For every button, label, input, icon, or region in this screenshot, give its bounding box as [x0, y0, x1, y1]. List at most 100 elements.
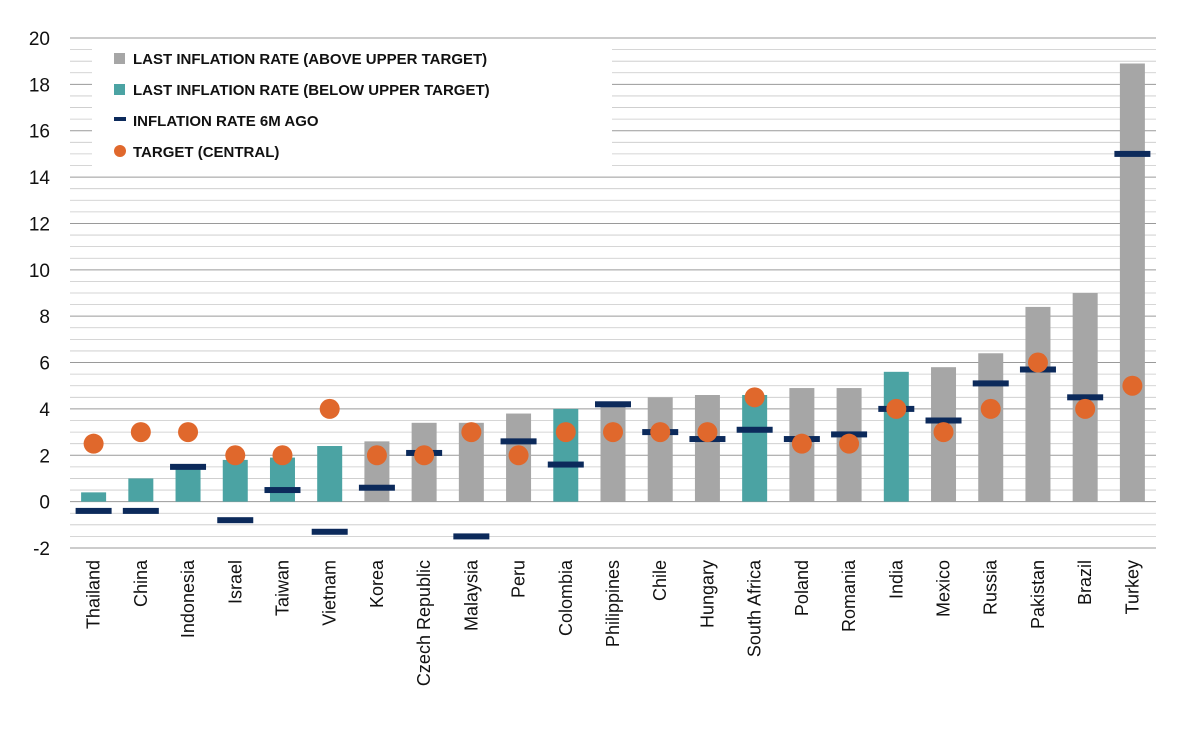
marker-6m-ago-thailand: [75, 507, 112, 514]
marker-target-turkey: [1122, 375, 1143, 396]
marker-target-india: [886, 398, 907, 419]
bar-israel: [222, 459, 248, 502]
legend-swatch-above: [114, 53, 125, 64]
x-axis-labels: Thailand China Indonesia Israel Taiwan Vietna…: [84, 559, 1143, 686]
bar-south-africa: [742, 395, 768, 502]
x-label-poland: Poland: [792, 560, 812, 616]
x-label-czech-republic: Czech Republic: [414, 560, 434, 686]
x-label-korea: Korea: [367, 559, 387, 608]
y-tick-label: 16: [29, 122, 50, 143]
marker-6m-ago-indonesia: [170, 463, 207, 470]
marker-target-vietnam: [319, 398, 340, 419]
marker-target-czech-republic: [414, 445, 435, 466]
marker-6m-ago-colombia: [547, 461, 584, 468]
marker-6m-ago-malaysia: [453, 533, 490, 540]
x-label-romania: Romania: [839, 559, 859, 632]
marker-target-indonesia: [178, 422, 199, 443]
x-label-thailand: Thailand: [84, 560, 104, 629]
x-label-indonesia: Indonesia: [178, 559, 198, 638]
legend-label-below: LAST INFLATION RATE (BELOW UPPER TARGET): [133, 82, 490, 99]
legend: LAST INFLATION RATE (ABOVE UPPER TARGET)…: [92, 42, 612, 174]
x-label-peru: Peru: [509, 560, 529, 598]
legend-swatch-below: [114, 84, 125, 95]
legend-background: [92, 42, 612, 174]
marker-target-russia: [980, 398, 1001, 419]
y-tick-label: 14: [29, 168, 51, 189]
x-label-china: China: [131, 559, 151, 607]
y-tick-label: 6: [39, 354, 50, 375]
legend-item-above: LAST INFLATION RATE (ABOVE UPPER TARGET): [114, 51, 487, 68]
marker-target-korea: [366, 445, 387, 466]
bar-hungary: [694, 395, 720, 502]
bar-chile: [647, 397, 673, 502]
y-tick-label: 0: [39, 493, 50, 514]
x-label-brazil: Brazil: [1075, 560, 1095, 605]
legend-label-target: TARGET (CENTRAL): [133, 144, 279, 161]
x-label-pakistan: Pakistan: [1028, 560, 1048, 629]
marker-6m-ago-taiwan: [264, 487, 301, 494]
y-tick-label: -2: [33, 539, 50, 560]
x-label-chile: Chile: [650, 560, 670, 601]
marker-target-south-africa: [744, 387, 765, 408]
legend-label-6m-ago: INFLATION RATE 6M AGO: [133, 113, 319, 130]
legend-label-above: LAST INFLATION RATE (ABOVE UPPER TARGET): [133, 51, 487, 68]
y-tick-label: 20: [29, 29, 50, 50]
bar-russia: [978, 353, 1004, 502]
marker-6m-ago-china: [122, 507, 159, 514]
bar-india: [883, 371, 909, 502]
marker-target-peru: [508, 445, 529, 466]
legend-dash-6m-ago: [114, 117, 126, 121]
marker-6m-ago-south-africa: [736, 426, 773, 433]
marker-6m-ago-vietnam: [311, 528, 348, 535]
bar-vietnam: [317, 446, 343, 502]
bar-philippines: [600, 404, 626, 502]
legend-item-below: LAST INFLATION RATE (BELOW UPPER TARGET): [114, 82, 490, 99]
y-tick-label: 12: [29, 214, 50, 235]
y-tick-label: 4: [39, 400, 50, 421]
marker-6m-ago-israel: [217, 517, 254, 524]
y-axis-ticks: -2 0 2 4 6 8 10 12 14 16 18 20: [29, 29, 51, 560]
y-tick-label: 18: [29, 75, 50, 96]
target-markers: [83, 352, 1143, 466]
marker-6m-ago-brazil: [1067, 394, 1104, 401]
x-label-colombia: Colombia: [556, 559, 576, 636]
marker-6m-ago-turkey: [1114, 150, 1151, 157]
marker-6m-ago-russia: [972, 380, 1009, 387]
marker-target-mexico: [933, 422, 954, 443]
x-label-philippines: Philippines: [603, 560, 623, 647]
x-label-malaysia: Malaysia: [461, 559, 481, 631]
marker-target-malaysia: [461, 422, 482, 443]
x-label-vietnam: Vietnam: [320, 560, 340, 626]
bar-china: [128, 478, 154, 502]
x-label-israel: Israel: [225, 560, 245, 604]
marker-target-poland: [791, 433, 812, 454]
y-tick-label: 2: [39, 446, 50, 467]
marker-6m-ago-philippines: [595, 401, 631, 408]
x-label-mexico: Mexico: [934, 560, 954, 617]
x-label-russia: Russia: [981, 559, 1001, 615]
y-tick-label: 8: [39, 307, 50, 328]
x-label-taiwan: Taiwan: [272, 560, 292, 616]
legend-dot-target: [114, 145, 126, 157]
y-tick-label: 10: [29, 261, 50, 282]
marker-6m-ago-mexico: [925, 417, 962, 424]
x-label-turkey: Turkey: [1122, 560, 1142, 614]
bar-thailand: [81, 492, 107, 502]
marker-target-israel: [225, 445, 246, 466]
marker-target-thailand: [83, 433, 104, 454]
marker-target-chile: [650, 422, 671, 443]
x-label-india: India: [886, 559, 906, 599]
marker-target-pakistan: [1027, 352, 1048, 373]
x-label-hungary: Hungary: [697, 560, 717, 628]
marker-target-hungary: [697, 422, 718, 443]
marker-target-taiwan: [272, 445, 293, 466]
marker-6m-ago-korea: [358, 484, 395, 491]
marker-6m-ago-peru: [500, 438, 537, 445]
marker-target-brazil: [1075, 398, 1096, 419]
marker-target-china: [130, 422, 151, 443]
x-label-south-africa: South Africa: [745, 559, 765, 657]
marker-target-romania: [839, 433, 860, 454]
legend-item-6m-ago: INFLATION RATE 6M AGO: [114, 113, 319, 130]
bar-pakistan: [1025, 306, 1051, 502]
